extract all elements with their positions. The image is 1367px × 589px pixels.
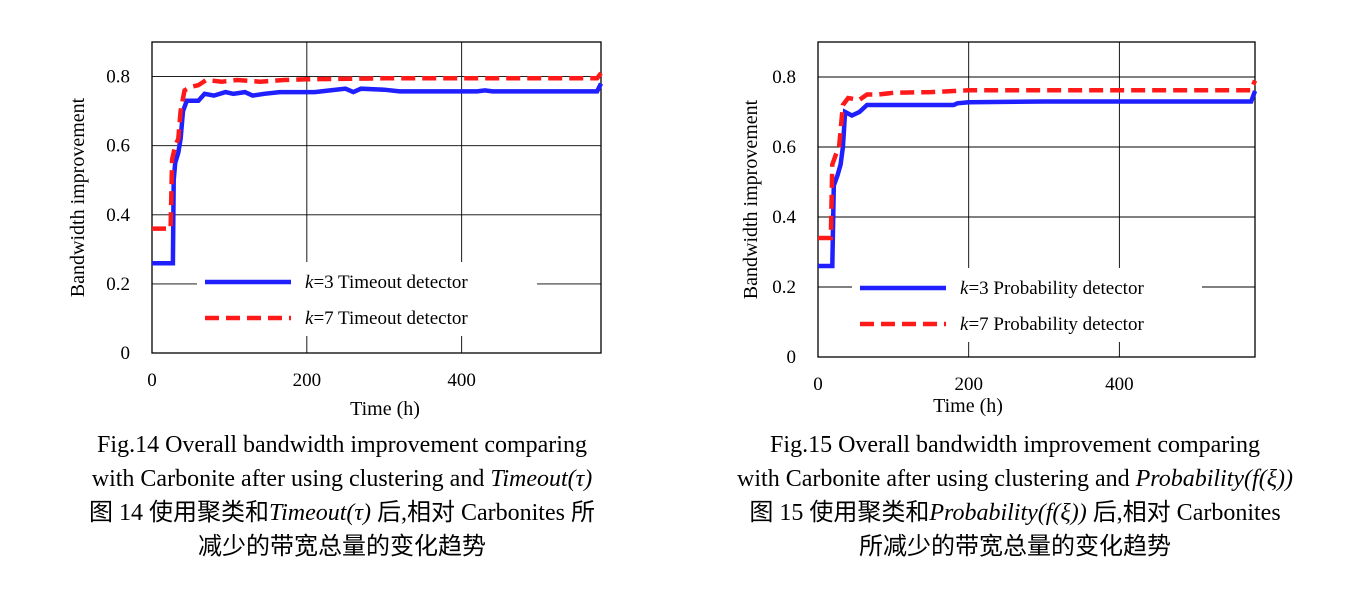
chart1-xtick-label: 200 <box>293 370 322 391</box>
chart1-ytick-label: 0.8 <box>106 67 130 88</box>
chart1-series-2-line <box>152 71 603 231</box>
caption-fig15-zh-line2: 所减少的带宽总量的变化趋势 <box>859 534 1171 560</box>
chart1: 0 0.2 0.4 0.6 0.8 0 200 400 Time (h) Bandwidth im… <box>67 41 604 420</box>
chart1-legend-label-1: k=3 Timeout detector <box>305 272 468 293</box>
chart1-legend-label-2: k=7 Timeout detector <box>305 308 468 329</box>
chart1-legend-box <box>197 262 537 336</box>
chart2-legend-label-2: k=7 Probability detector <box>960 314 1144 335</box>
chart1-series-1-line <box>152 82 604 266</box>
caption-fig14: Fig.14 Overall bandwidth improvement com… <box>22 428 662 564</box>
chart2-xtick-label: 200 <box>954 374 983 395</box>
chart2-ytick-label: 0.6 <box>772 137 796 158</box>
caption-fig15-en-line1: Fig.15 Overall bandwidth improvement com… <box>770 432 1260 458</box>
caption-fig15-zh-line1: 图 15 使用聚类和Probability(f(ξ)) 后,相对 Carboni… <box>749 500 1281 526</box>
chart2-ytick-label: 0.8 <box>772 67 796 88</box>
chart1-xtick-label: 400 <box>447 370 476 391</box>
chart2-ytick-label: 0.4 <box>772 207 796 228</box>
caption-fig14-zh-line1: 图 14 使用聚类和Timeout(τ) 后,相对 Carbonites 所 <box>89 500 595 526</box>
chart2-legend-label-1: k=3 Probability detector <box>960 278 1144 299</box>
chart1-ytick-label: 0 <box>121 343 131 364</box>
chart1-plot-frame <box>151 41 602 354</box>
chart1-ytick-label: 0.6 <box>106 136 130 157</box>
chart1-ytick-label: 0.4 <box>106 205 130 226</box>
chart1-xtick-label: 0 <box>147 370 157 391</box>
chart2-ytick-label: 0 <box>787 347 797 368</box>
chart2-plot-frame <box>817 41 1256 358</box>
chart1-ytick-label: 0.2 <box>106 274 130 295</box>
figure-charts: 0 0.2 0.4 0.6 0.8 0 200 400 Time (h) Bandwidth im… <box>67 41 1258 420</box>
chart2-x-axis-title: Time (h) <box>933 395 1003 417</box>
caption-fig14-zh-line2: 减少的带宽总量的变化趋势 <box>198 534 486 560</box>
chart2-xtick-label: 400 <box>1105 374 1134 395</box>
caption-fig15-en-line2: with Carbonite after using clustering an… <box>737 466 1293 492</box>
chart2-series-2-line <box>818 79 1258 241</box>
chart2-xtick-label: 0 <box>813 374 823 395</box>
chart2-ytick-label: 0.2 <box>772 277 796 298</box>
chart1-x-axis-title: Time (h) <box>350 398 420 420</box>
caption-fig14-en-line2: with Carbonite after using clustering an… <box>91 466 593 492</box>
chart2-y-axis-title: Bandwidth improvement <box>740 99 762 299</box>
chart2-legend-box <box>852 268 1202 342</box>
caption-fig14-en-line1: Fig.14 Overall bandwidth improvement com… <box>97 432 587 458</box>
chart2: 0 0.2 0.4 0.6 0.8 0 200 400 Time (h) Bandwidth im… <box>740 41 1258 417</box>
chart2-series-1-line <box>818 90 1258 269</box>
chart1-y-axis-title: Bandwidth improvement <box>67 97 89 297</box>
caption-fig15: Fig.15 Overall bandwidth improvement com… <box>690 428 1340 564</box>
